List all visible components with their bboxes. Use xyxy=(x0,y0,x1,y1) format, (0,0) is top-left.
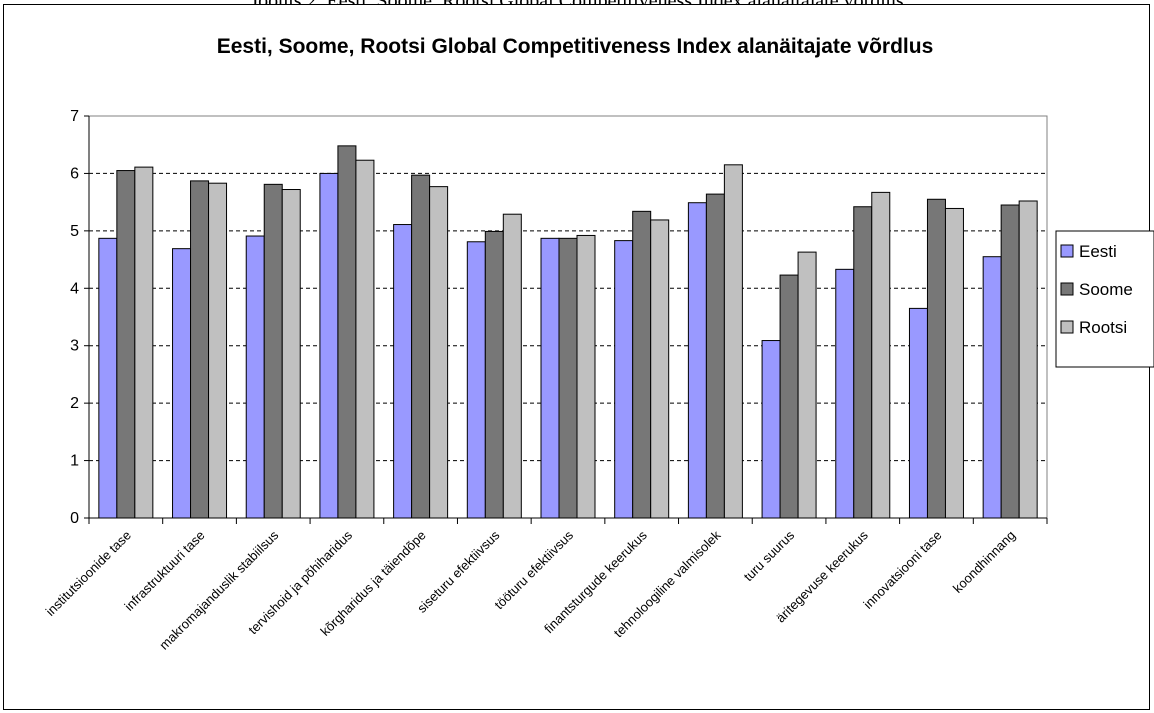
bar-rootsi xyxy=(1018,200,1038,519)
bar-rootsi xyxy=(502,213,522,519)
bar-eesti xyxy=(172,248,192,519)
bar-soome xyxy=(190,180,210,519)
legend: Eesti Soome Rootsi xyxy=(1055,230,1154,368)
bar-soome xyxy=(926,198,946,519)
bar-soome xyxy=(263,183,283,519)
bar-eesti xyxy=(835,268,855,519)
y-tick-label: 7 xyxy=(70,108,79,125)
y-tick-label: 3 xyxy=(70,338,79,355)
legend-swatch-eesti xyxy=(1060,244,1074,258)
chart-title: Eesti, Soome, Rootsi Global Competitiven… xyxy=(217,35,934,58)
y-tick-label: 4 xyxy=(70,280,79,297)
bar-eesti xyxy=(466,241,486,519)
x-tick-label: institutsioonide tase xyxy=(43,528,134,619)
bar-soome xyxy=(1000,204,1020,519)
bar-soome xyxy=(853,206,873,519)
bar-eesti xyxy=(761,340,781,519)
bar-rootsi xyxy=(871,191,891,519)
y-tick-label: 2 xyxy=(70,395,79,412)
bar-rootsi xyxy=(650,219,670,519)
x-tick-label: innovatsiooni tase xyxy=(860,528,944,612)
bar-soome xyxy=(558,237,578,519)
bar-rootsi xyxy=(944,207,964,519)
bar-rootsi xyxy=(576,234,596,519)
x-tick-label: tööturu efektiivsus xyxy=(491,527,576,612)
legend-label-eesti: Eesti xyxy=(1079,242,1117,261)
y-tick-label: 0 xyxy=(70,510,79,527)
bars xyxy=(98,145,1038,519)
bar-rootsi xyxy=(281,189,301,519)
bar-rootsi xyxy=(134,166,154,519)
x-tick-label: makromajanduslik stabiilsus xyxy=(156,527,281,652)
y-tick-label: 1 xyxy=(70,453,79,470)
x-tick-label: turu suurus xyxy=(741,527,798,584)
y-tick-label: 5 xyxy=(70,223,79,240)
bar-soome xyxy=(337,145,357,519)
bar-soome xyxy=(632,210,652,519)
x-tick-label: koondhinnang xyxy=(950,528,1018,596)
bar-rootsi xyxy=(429,186,449,519)
legend-label-rootsi: Rootsi xyxy=(1079,318,1127,337)
bar-eesti xyxy=(908,307,928,519)
bar-rootsi xyxy=(723,164,743,519)
bar-eesti xyxy=(393,224,413,519)
legend-swatch-soome xyxy=(1060,282,1074,296)
x-tick-label: infrastruktuuri tase xyxy=(121,528,207,614)
legend-label-soome: Soome xyxy=(1079,280,1133,299)
bar-rootsi xyxy=(797,251,817,519)
bar-soome xyxy=(705,193,725,519)
bar-eesti xyxy=(614,240,634,519)
bar-soome xyxy=(411,174,431,519)
bar-eesti xyxy=(687,202,707,519)
bar-eesti xyxy=(245,235,265,519)
bar-eesti xyxy=(540,237,560,519)
bar-rootsi xyxy=(355,159,375,519)
bar-soome xyxy=(116,170,136,519)
bar-eesti xyxy=(98,237,118,519)
bar-soome xyxy=(484,230,504,519)
x-tick-label: siseturu efektiivsus xyxy=(414,527,503,616)
bar-soome xyxy=(779,274,799,519)
bar-eesti xyxy=(982,256,1002,519)
legend-swatch-rootsi xyxy=(1060,320,1074,334)
bar-rootsi xyxy=(208,182,228,519)
y-tick-label: 6 xyxy=(70,165,79,182)
bar-eesti xyxy=(319,172,339,519)
